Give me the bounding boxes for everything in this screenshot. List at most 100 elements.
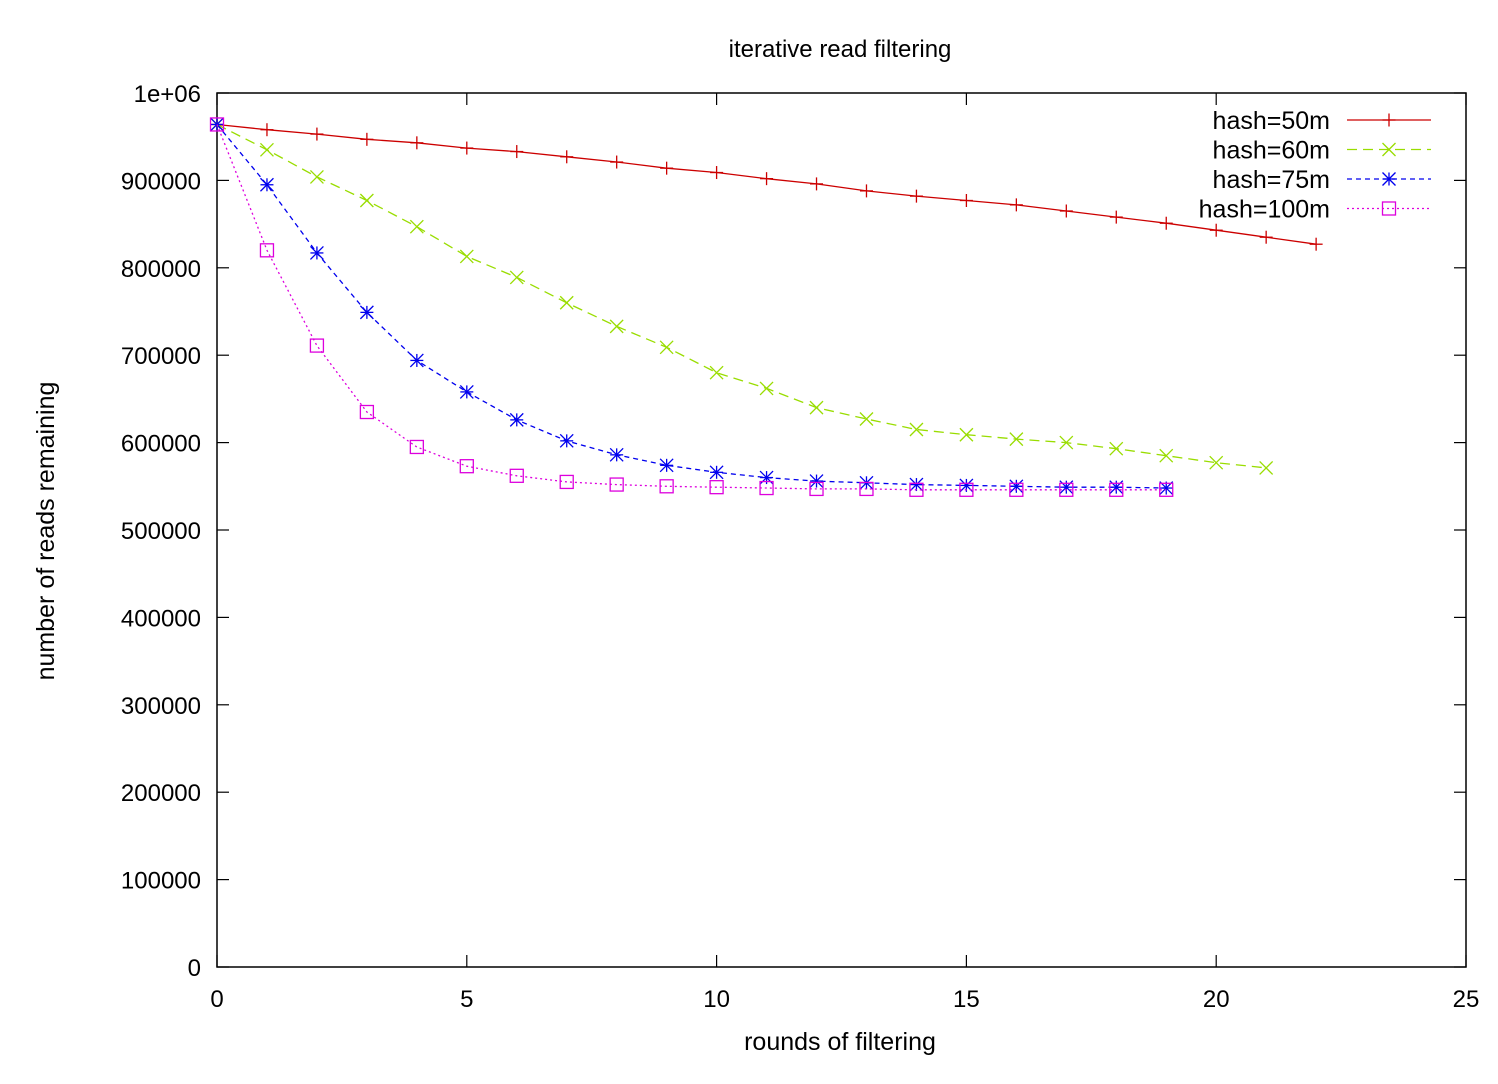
data-point — [1059, 204, 1073, 218]
y-tick-label: 400000 — [121, 605, 201, 632]
legend-entry: hash=50m — [1213, 107, 1431, 135]
data-point — [1159, 448, 1174, 463]
data-point — [1109, 210, 1123, 224]
data-point — [759, 381, 774, 396]
data-point — [409, 439, 424, 455]
data-point — [709, 365, 724, 380]
data-point — [1009, 482, 1024, 497]
legend-marker — [1382, 113, 1396, 127]
data-point — [359, 404, 375, 420]
legend-marker — [1381, 201, 1397, 216]
legend-label: hash=60m — [1213, 137, 1330, 165]
data-point — [1009, 198, 1023, 212]
data-point — [560, 150, 574, 164]
x-tick-label: 10 — [703, 986, 730, 1013]
data-point — [1109, 482, 1124, 497]
data-point — [260, 177, 274, 192]
data-point — [909, 422, 924, 437]
y-tick-label: 100000 — [121, 868, 201, 895]
data-point — [259, 243, 275, 258]
data-point — [409, 353, 424, 368]
y-tick-label: 900000 — [121, 168, 201, 195]
data-point — [959, 482, 974, 497]
legend-label: hash=50m — [1213, 107, 1330, 135]
data-point — [609, 447, 624, 462]
data-point — [1059, 435, 1074, 450]
data-point — [659, 340, 674, 355]
legend-entry: hash=75m — [1213, 166, 1431, 194]
data-point — [660, 161, 674, 175]
series-line — [216, 123, 1267, 469]
data-point — [559, 474, 574, 490]
legend-marker — [1382, 142, 1396, 157]
series-line — [216, 124, 1167, 489]
data-point — [459, 384, 474, 399]
x-tick-label: 0 — [210, 986, 223, 1013]
data-point — [1259, 460, 1274, 475]
data-point — [309, 338, 325, 353]
data-point — [559, 295, 574, 310]
data-point — [809, 474, 824, 489]
series-1 — [210, 117, 1274, 475]
data-point — [509, 468, 524, 483]
data-point — [1159, 482, 1174, 497]
series-0 — [210, 117, 1323, 251]
data-point — [1109, 441, 1124, 456]
y-tick-label: 600000 — [121, 431, 201, 458]
data-point — [859, 481, 874, 497]
data-point — [1109, 480, 1124, 495]
data-point — [360, 132, 374, 146]
data-point — [509, 412, 524, 427]
data-point — [1009, 479, 1024, 494]
data-point — [260, 142, 274, 157]
data-point — [659, 458, 674, 473]
data-point — [859, 184, 873, 198]
data-point — [710, 166, 724, 180]
y-tick-label: 700000 — [121, 343, 201, 370]
data-point — [210, 117, 224, 132]
data-point — [609, 319, 624, 334]
series-layer — [209, 117, 1323, 497]
data-point — [309, 245, 324, 260]
data-point — [1309, 237, 1323, 251]
series-line — [216, 124, 1167, 491]
data-point — [409, 219, 424, 234]
data-point — [559, 433, 574, 448]
data-point — [909, 477, 924, 492]
y-tick-label: 0 — [188, 955, 201, 982]
data-point — [309, 169, 324, 184]
data-point — [760, 172, 774, 186]
data-point — [609, 477, 624, 492]
data-point — [1159, 216, 1173, 230]
x-tick-label: 20 — [1203, 986, 1230, 1013]
data-point — [709, 480, 724, 495]
data-point — [759, 480, 774, 496]
data-point — [810, 177, 824, 191]
data-point — [1009, 432, 1024, 447]
data-point — [459, 459, 474, 474]
data-point — [510, 145, 524, 159]
y-tick-label: 300000 — [121, 693, 201, 720]
data-point — [1259, 230, 1273, 244]
x-tick-label: 15 — [953, 986, 980, 1013]
y-axis-label: number of reads remaining — [32, 382, 60, 681]
data-point — [909, 189, 923, 203]
data-point — [959, 194, 973, 208]
data-point — [260, 123, 274, 137]
legend-entry: hash=60m — [1213, 137, 1431, 165]
y-tick-label: 500000 — [121, 518, 201, 545]
axes: 0 5 10 15 20 25 0 100000 200000 300000 400000 50000… — [121, 81, 1479, 1013]
data-point — [310, 127, 324, 141]
legend-entry: hash=100m — [1199, 196, 1431, 224]
y-tick-label: 1e+06 — [134, 81, 201, 108]
data-point — [809, 400, 824, 415]
data-point — [659, 479, 674, 494]
data-point — [709, 465, 724, 480]
legend-label: hash=100m — [1199, 196, 1330, 224]
chart-title: iterative read filtering — [729, 36, 952, 63]
legend-label: hash=75m — [1213, 166, 1330, 194]
